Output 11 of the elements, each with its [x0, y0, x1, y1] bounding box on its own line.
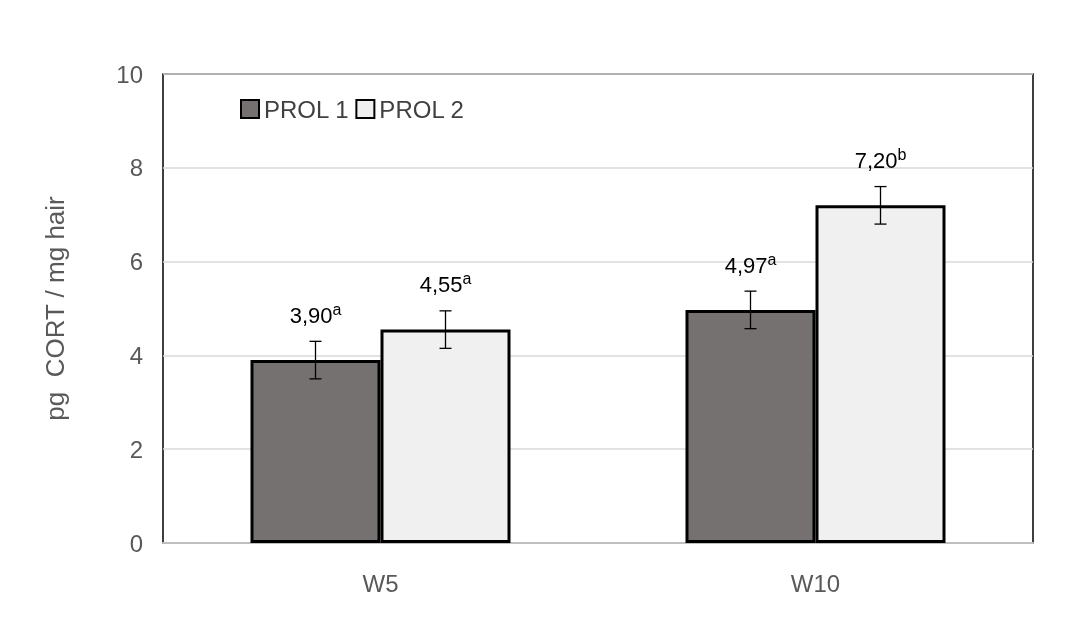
x-tick-label: W5 [362, 569, 399, 597]
y-tick-label: 8 [129, 154, 143, 182]
y-tick-label: 4 [129, 341, 143, 369]
y-tick-label: 2 [129, 435, 143, 463]
y-tick-label: 10 [116, 60, 143, 88]
legend-label: PROL 1 [264, 95, 349, 123]
y-axis-title: pg CORT / mg hair [40, 195, 70, 421]
y-tick-label: 0 [129, 529, 143, 557]
legend-label: PROL 2 [379, 95, 464, 123]
x-tick-label: W10 [790, 569, 841, 597]
y-tick-label: 6 [129, 248, 143, 276]
